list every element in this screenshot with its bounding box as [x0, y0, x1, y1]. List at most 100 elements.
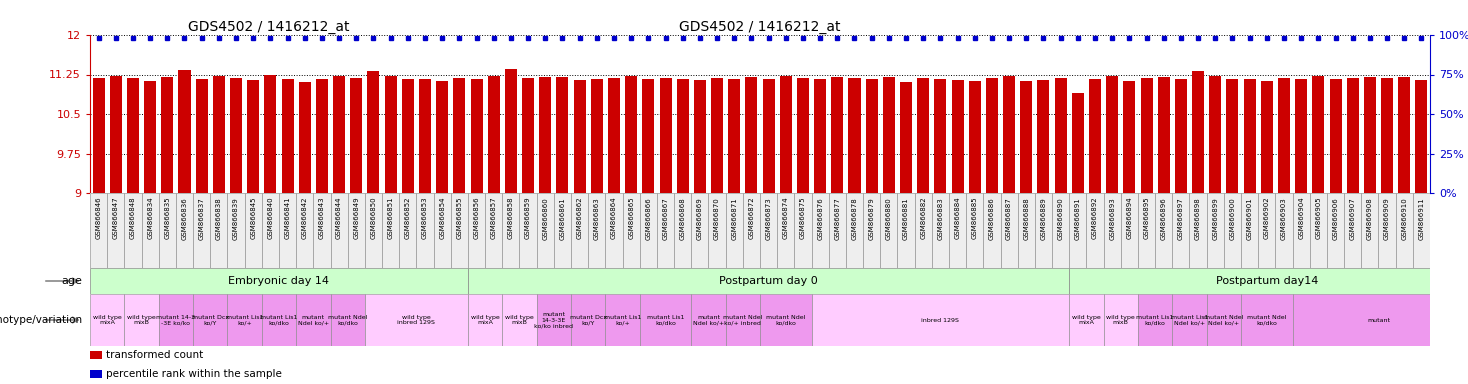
Bar: [1192, 71, 1204, 193]
Text: mutant Ndel
Ndel ko/+: mutant Ndel Ndel ko/+: [1204, 314, 1243, 325]
Text: GSM866873: GSM866873: [766, 197, 772, 240]
Text: mutant Ndel
ko/dko: mutant Ndel ko/dko: [1248, 314, 1286, 325]
Bar: [159, 193, 176, 268]
Bar: [553, 193, 571, 268]
Bar: [333, 76, 345, 193]
Bar: [1054, 78, 1067, 193]
Bar: [471, 79, 483, 193]
Text: GSM866862: GSM866862: [577, 197, 583, 239]
Bar: [1120, 193, 1138, 268]
Text: GSM866868: GSM866868: [680, 197, 686, 240]
Bar: [622, 193, 640, 268]
Bar: [90, 193, 107, 268]
Text: wild type
mixA: wild type mixA: [1072, 314, 1101, 325]
Text: GSM866896: GSM866896: [1161, 197, 1167, 240]
Bar: [743, 193, 760, 268]
Bar: [728, 79, 740, 193]
Bar: [1173, 193, 1189, 268]
Bar: [608, 78, 619, 193]
Bar: [468, 268, 1069, 294]
Text: Embryonic day 14: Embryonic day 14: [229, 276, 329, 286]
Bar: [1240, 294, 1292, 346]
Text: GSM866839: GSM866839: [233, 197, 239, 240]
Bar: [882, 76, 895, 193]
Bar: [1173, 294, 1207, 346]
Bar: [436, 81, 448, 193]
Text: GSM866870: GSM866870: [713, 197, 719, 240]
Text: GSM866854: GSM866854: [439, 197, 445, 239]
Bar: [228, 193, 245, 268]
Text: GSM866858: GSM866858: [508, 197, 514, 239]
Text: GSM866895: GSM866895: [1144, 197, 1149, 239]
Bar: [1345, 193, 1361, 268]
Bar: [230, 78, 242, 193]
Text: GSM866855: GSM866855: [457, 197, 462, 239]
Text: GSM866898: GSM866898: [1195, 197, 1201, 240]
Bar: [1295, 79, 1307, 193]
Bar: [656, 193, 674, 268]
Bar: [918, 78, 929, 193]
Bar: [1174, 79, 1188, 193]
Text: GSM866906: GSM866906: [1333, 197, 1339, 240]
Text: GSM866849: GSM866849: [354, 197, 360, 239]
Text: GSM866889: GSM866889: [1041, 197, 1047, 240]
Bar: [1104, 193, 1120, 268]
Bar: [1381, 78, 1393, 193]
Bar: [125, 193, 141, 268]
Bar: [1069, 268, 1465, 294]
Text: GSM866863: GSM866863: [593, 197, 600, 240]
Bar: [539, 76, 552, 193]
Text: mutant Ndel
ko/+ inbred: mutant Ndel ko/+ inbred: [724, 314, 762, 325]
Bar: [1003, 76, 1014, 193]
Text: GSM866866: GSM866866: [646, 197, 652, 240]
Bar: [502, 294, 537, 346]
Text: mutant: mutant: [1367, 318, 1390, 323]
Bar: [556, 77, 568, 193]
Bar: [297, 193, 313, 268]
Bar: [454, 78, 465, 193]
Text: wild type
inbred 129S: wild type inbred 129S: [398, 314, 436, 325]
Text: GSM866869: GSM866869: [697, 197, 703, 240]
Text: GSM866905: GSM866905: [1315, 197, 1321, 239]
Bar: [161, 77, 173, 193]
Bar: [934, 79, 947, 193]
Text: mutant Lis1
ko/dko: mutant Lis1 ko/dko: [647, 314, 684, 325]
Text: GSM866902: GSM866902: [1264, 197, 1270, 239]
Bar: [1107, 76, 1119, 193]
Bar: [1346, 78, 1359, 193]
Text: GDS4502 / 1416212_at: GDS4502 / 1416212_at: [188, 20, 349, 34]
Bar: [1240, 193, 1258, 268]
Bar: [574, 80, 586, 193]
Bar: [590, 79, 603, 193]
Bar: [794, 193, 812, 268]
Bar: [279, 193, 297, 268]
Bar: [1155, 193, 1173, 268]
Bar: [520, 193, 537, 268]
Bar: [1364, 77, 1376, 193]
Text: wild type
mixB: wild type mixB: [505, 314, 534, 325]
Bar: [1224, 193, 1240, 268]
Bar: [1035, 193, 1053, 268]
Text: GSM866876: GSM866876: [818, 197, 824, 240]
Bar: [1312, 76, 1324, 193]
Text: GSM866878: GSM866878: [851, 197, 857, 240]
Text: GSM866840: GSM866840: [267, 197, 273, 239]
Text: GSM866910: GSM866910: [1402, 197, 1408, 240]
Bar: [760, 193, 777, 268]
Bar: [194, 294, 228, 346]
Bar: [984, 193, 1001, 268]
Text: inbred 129S: inbred 129S: [922, 318, 959, 323]
Title: GDS4502 / 1416212_at: GDS4502 / 1416212_at: [680, 20, 841, 34]
Bar: [367, 71, 379, 193]
Text: mutant Lis1
ko/dko: mutant Lis1 ko/dko: [260, 314, 298, 325]
Bar: [90, 351, 101, 359]
Bar: [1104, 294, 1138, 346]
Text: GSM866885: GSM866885: [972, 197, 978, 239]
Bar: [537, 294, 571, 346]
Text: mutant Lis1
ko/+: mutant Lis1 ko/+: [603, 314, 642, 325]
Text: GSM866865: GSM866865: [628, 197, 634, 239]
Bar: [589, 193, 605, 268]
Bar: [1207, 294, 1240, 346]
Text: GSM866880: GSM866880: [885, 197, 893, 240]
Text: GSM866864: GSM866864: [611, 197, 617, 239]
